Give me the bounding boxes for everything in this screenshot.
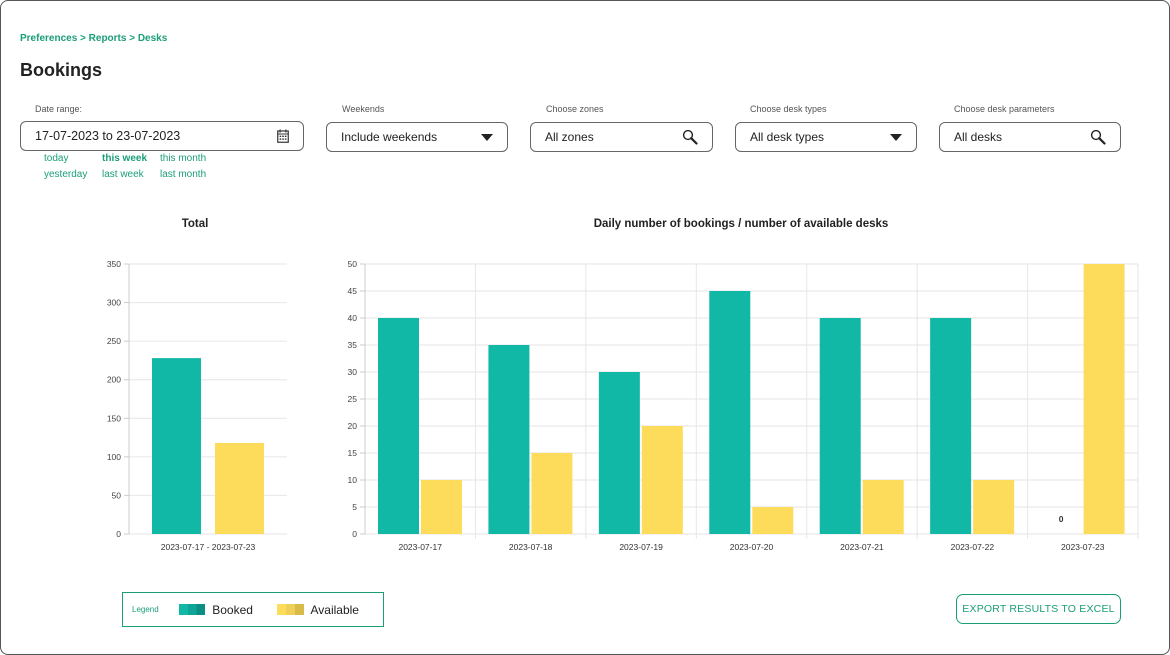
y-tick-label: 50 (112, 490, 122, 500)
x-tick-label: 2023-07-22 (951, 542, 995, 552)
available-bar (531, 453, 573, 534)
y-tick-label: 45 (348, 286, 358, 296)
available-swatch (276, 604, 304, 615)
desk-types-select[interactable]: All desk types (735, 122, 917, 152)
booked-bar (378, 318, 419, 534)
desk-params-label: Choose desk parameters (954, 104, 1055, 114)
y-tick-label: 40 (348, 313, 358, 323)
available-bar (1083, 264, 1125, 534)
date-range-field[interactable]: 17-07-2023 to 23-07-2023 (20, 121, 304, 151)
y-tick-label: 10 (348, 475, 358, 485)
weekends-label: Weekends (342, 104, 385, 114)
legend-available-label: Available (310, 602, 359, 617)
date-range-label: Date range: (35, 104, 83, 114)
x-tick-label: 2023-07-20 (730, 542, 774, 552)
total-bookings-chart: 0 50 100 150 200 250 300 350 2023-07-17 - 2023-0… (107, 259, 287, 552)
quick-range-last-week[interactable]: last week (102, 169, 144, 180)
x-tick-label: 2023-07-17 - 2023-07-23 (161, 542, 256, 552)
quick-range-yesterday[interactable]: yesterday (44, 169, 88, 180)
booked-swatch (178, 604, 206, 615)
daily-bookings-chart: 0 5 10 15 20 25 30 35 40 45 50 2023-07-17 2023-07-18… (348, 259, 1139, 552)
available-bar (215, 442, 264, 534)
legend-title: Legend (132, 605, 159, 614)
chevron-down-icon (890, 133, 902, 141)
y-tick-label: 0 (352, 529, 357, 539)
booked-bar (152, 358, 201, 534)
weekends-select[interactable]: Include weekends (326, 122, 508, 152)
available-bar (752, 507, 794, 534)
desk-types-label: Choose desk types (750, 104, 827, 114)
weekends-value: Include weekends (341, 130, 438, 144)
chart-legend: Legend Booked Available (122, 592, 384, 627)
y-tick-label: 15 (348, 448, 358, 458)
y-tick-label: 300 (107, 298, 121, 308)
available-bar (641, 426, 683, 534)
booked-bar (709, 291, 751, 534)
y-tick-label: 0 (116, 529, 121, 539)
zones-search-field[interactable]: All zones (530, 122, 713, 152)
page-title: Bookings (20, 60, 103, 80)
quick-range-today[interactable]: today (44, 153, 69, 164)
y-tick-label: 30 (348, 367, 358, 377)
y-tick-label: 50 (348, 259, 358, 269)
calendar-icon[interactable] (277, 129, 289, 143)
search-icon[interactable] (682, 129, 698, 145)
y-tick-label: 100 (107, 452, 121, 462)
available-bar (862, 480, 904, 534)
y-tick-label: 25 (348, 394, 358, 404)
booked-bar (488, 345, 530, 534)
y-tick-label: 200 (107, 375, 121, 385)
x-tick-label: 2023-07-19 (619, 542, 663, 552)
y-tick-label: 250 (107, 336, 121, 346)
export-excel-button[interactable]: EXPORT RESULTS TO EXCEL (956, 594, 1121, 624)
y-tick-label: 20 (348, 421, 358, 431)
desk-params-value: All desks (954, 130, 1003, 144)
breadcrumb[interactable]: Preferences > Reports > Desks (20, 33, 168, 44)
legend-booked-label: Booked (212, 602, 253, 617)
data-label: 0 (1059, 514, 1064, 524)
desk-types-value: All desk types (750, 130, 825, 144)
zones-value: All zones (545, 130, 594, 144)
x-tick-label: 2023-07-17 (398, 542, 442, 552)
date-range-value: 17-07-2023 to 23-07-2023 (35, 129, 181, 143)
booked-bar (819, 318, 861, 534)
y-tick-label: 350 (107, 259, 121, 269)
desk-params-search-field[interactable]: All desks (939, 122, 1121, 152)
x-tick-label: 2023-07-21 (840, 542, 884, 552)
booked-bar (930, 318, 972, 534)
quick-range-last-month[interactable]: last month (160, 169, 207, 180)
x-tick-label: 2023-07-18 (509, 542, 553, 552)
chevron-down-icon (481, 133, 493, 141)
daily-chart-title: Daily number of bookings / number of ava… (593, 218, 889, 230)
y-tick-label: 35 (348, 340, 358, 350)
available-bar (973, 480, 1015, 534)
quick-range-this-month[interactable]: this month (160, 153, 207, 164)
x-tick-label: 2023-07-23 (1061, 542, 1105, 552)
total-chart-title: Total (181, 218, 209, 230)
y-tick-label: 5 (352, 502, 357, 512)
quick-range-this-week[interactable]: this week (102, 153, 148, 164)
zones-label: Choose zones (546, 104, 604, 114)
search-icon[interactable] (1090, 129, 1106, 145)
y-tick-label: 150 (107, 413, 121, 423)
booked-bar (598, 372, 640, 534)
available-bar (421, 480, 462, 534)
